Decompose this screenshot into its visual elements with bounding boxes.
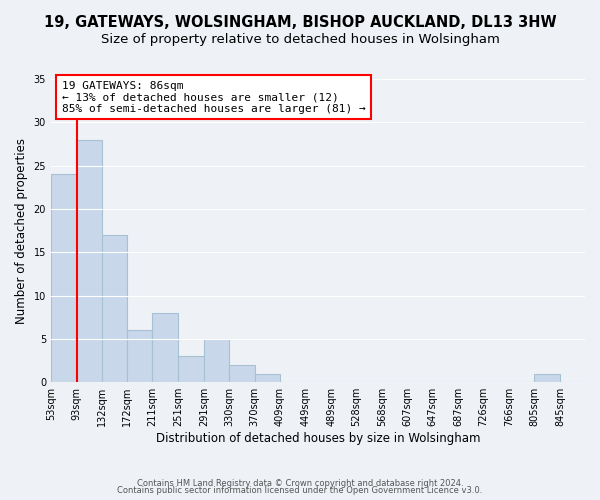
Bar — [77, 140, 101, 382]
Text: 19 GATEWAYS: 86sqm
← 13% of detached houses are smaller (12)
85% of semi-detache: 19 GATEWAYS: 86sqm ← 13% of detached hou… — [62, 80, 365, 114]
Bar — [229, 365, 254, 382]
Y-axis label: Number of detached properties: Number of detached properties — [15, 138, 28, 324]
Bar — [127, 330, 152, 382]
Bar — [51, 174, 77, 382]
Bar — [178, 356, 204, 382]
Text: 19, GATEWAYS, WOLSINGHAM, BISHOP AUCKLAND, DL13 3HW: 19, GATEWAYS, WOLSINGHAM, BISHOP AUCKLAN… — [44, 15, 556, 30]
Bar — [534, 374, 560, 382]
Text: Contains public sector information licensed under the Open Government Licence v3: Contains public sector information licen… — [118, 486, 482, 495]
Bar — [204, 339, 229, 382]
Text: Size of property relative to detached houses in Wolsingham: Size of property relative to detached ho… — [101, 32, 499, 46]
Text: Contains HM Land Registry data © Crown copyright and database right 2024.: Contains HM Land Registry data © Crown c… — [137, 478, 463, 488]
Bar — [254, 374, 280, 382]
X-axis label: Distribution of detached houses by size in Wolsingham: Distribution of detached houses by size … — [156, 432, 480, 445]
Bar — [152, 313, 178, 382]
Bar — [101, 235, 127, 382]
